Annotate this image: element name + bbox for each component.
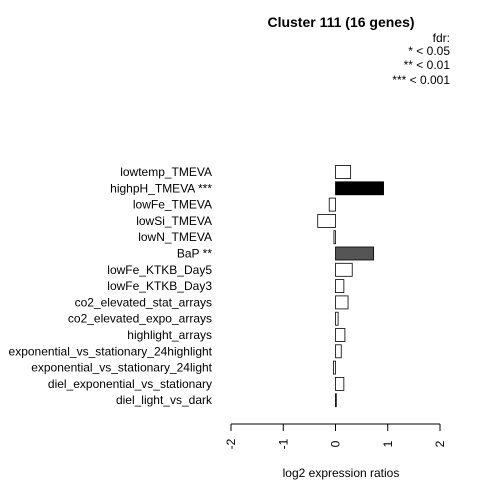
category-label: lowSi_TMEVA (136, 214, 212, 228)
x-tick-label: -2 (224, 438, 238, 449)
legend-entry-2: ** < 0.01 (404, 58, 451, 72)
legend-entry-1: * < 0.05 (408, 44, 450, 58)
bar (328, 197, 336, 212)
category-label: diel_light_vs_dark (116, 393, 213, 407)
category-label: exponential_vs_stationary_24light (31, 361, 212, 375)
bar (335, 181, 384, 196)
x-tick-label: 0 (329, 440, 343, 447)
chart-title: Cluster 111 (16 genes) (267, 14, 414, 30)
bar (335, 311, 339, 326)
x-axis: -2 -1 0 1 2 (224, 423, 447, 449)
bar (335, 295, 349, 310)
bar (335, 328, 346, 342)
bar (335, 262, 353, 277)
category-label: co2_elevated_expo_arrays (68, 312, 212, 326)
legend: fdr: * < 0.05 ** < 0.01 *** < 0.001 (392, 31, 450, 87)
legend-title: fdr: (433, 31, 450, 45)
category-label: exponential_vs_stationary_24highlight (9, 344, 213, 358)
bar (335, 344, 342, 359)
bar (333, 230, 336, 245)
x-axis-label: log2 expression ratios (283, 466, 400, 480)
category-label: highpH_TMEVA *** (110, 181, 212, 195)
bar (335, 376, 345, 391)
category-labels: lowtemp_TMEVA highpH_TMEVA *** lowFe_TMEVA… (9, 165, 213, 407)
bar (335, 246, 375, 261)
bar (335, 393, 337, 408)
x-tick-label: -1 (276, 438, 290, 449)
category-label: lowFe_KTKB_Day5 (107, 263, 212, 277)
category-label: lowFe_TMEVA (133, 198, 212, 212)
category-label: co2_elevated_stat_arrays (75, 295, 212, 309)
bars (317, 165, 384, 408)
category-label: diel_exponential_vs_stationary (48, 377, 212, 391)
bar (335, 279, 345, 294)
bar (333, 360, 336, 375)
legend-entry-3: *** < 0.001 (392, 73, 450, 87)
bar (317, 213, 336, 228)
category-label: highlight_arrays (127, 328, 212, 342)
category-label: BaP ** (177, 247, 212, 261)
bar (335, 165, 352, 179)
x-tick-label: 1 (381, 440, 395, 447)
category-label: lowN_TMEVA (138, 230, 212, 244)
category-label: lowFe_KTKB_Day3 (107, 279, 212, 293)
x-tick-label: 2 (433, 440, 447, 447)
category-label: lowtemp_TMEVA (120, 165, 212, 179)
